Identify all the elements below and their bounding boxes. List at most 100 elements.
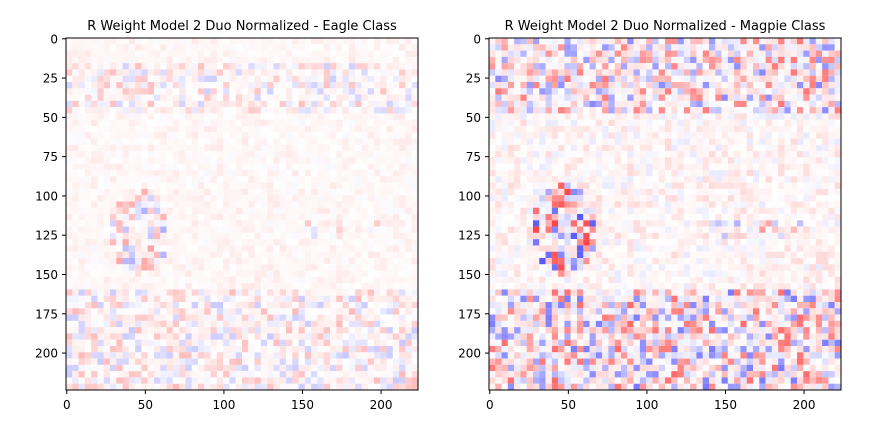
- heatmap-cell: [411, 163, 419, 171]
- heatmap-cell: [677, 214, 684, 221]
- heatmap-cell: [141, 371, 148, 378]
- heatmap-cell: [66, 88, 73, 95]
- heatmap-cell: [110, 75, 117, 83]
- heatmap-cell: [229, 333, 236, 340]
- heatmap-cell: [91, 88, 98, 95]
- heatmap-cell: [405, 63, 412, 70]
- heatmap-cell: [602, 100, 609, 108]
- heatmap-cell: [746, 170, 754, 177]
- heatmap-cell: [677, 38, 684, 45]
- heatmap-cell: [292, 245, 299, 252]
- heatmap-cell: [330, 157, 337, 164]
- heatmap-cell: [815, 151, 823, 158]
- heatmap-cell: [771, 119, 779, 127]
- heatmap-cell: [577, 163, 584, 171]
- heatmap-cell: [160, 320, 167, 328]
- heatmap-cell: [267, 176, 274, 183]
- heatmap-cell: [665, 119, 672, 127]
- heatmap-cell: [304, 113, 312, 120]
- heatmap-cell: [110, 352, 117, 359]
- heatmap-cell: [91, 188, 98, 196]
- heatmap-cell: [784, 188, 791, 196]
- heatmap-cell: [671, 144, 678, 152]
- heatmap-cell: [110, 251, 117, 259]
- heatmap-cell: [254, 126, 261, 133]
- heatmap-cell: [828, 170, 835, 177]
- heatmap-cell: [658, 107, 666, 114]
- heatmap-cell: [66, 207, 73, 215]
- heatmap-cell: [348, 232, 356, 240]
- heatmap-cell: [380, 107, 387, 114]
- heatmap-cell: [141, 151, 148, 158]
- heatmap-cell: [154, 100, 161, 108]
- heatmap-cell: [154, 207, 161, 215]
- heatmap-cell: [317, 302, 324, 309]
- heatmap-cell: [405, 176, 412, 183]
- heatmap-cell: [235, 50, 243, 57]
- heatmap-cell: [753, 119, 760, 127]
- heatmap-cell: [652, 50, 659, 57]
- heatmap-cell: [91, 339, 98, 347]
- heatmap-cell: [204, 38, 211, 45]
- heatmap-cell: [367, 151, 375, 158]
- heatmap-cell: [185, 214, 192, 221]
- heatmap-cell: [411, 364, 419, 372]
- heatmap-cell: [317, 75, 324, 83]
- heatmap-cell: [702, 56, 710, 64]
- heatmap-cell: [621, 94, 628, 101]
- heatmap-cell: [765, 138, 772, 145]
- heatmap-cell: [734, 63, 741, 70]
- heatmap-cell: [551, 38, 559, 45]
- heatmap-cell: [91, 327, 98, 334]
- heatmap-cell: [166, 258, 173, 265]
- heatmap-cell: [72, 226, 79, 233]
- heatmap-cell: [141, 75, 148, 83]
- heatmap-cell: [267, 38, 274, 45]
- heatmap-cell: [671, 69, 678, 76]
- heatmap-cell: [229, 383, 236, 391]
- heatmap-cell: [683, 38, 691, 45]
- heatmap-cell: [815, 226, 823, 233]
- heatmap-cell: [103, 352, 111, 359]
- heatmap-cell: [709, 126, 716, 133]
- chart-title: R Weight Model 2 Duo Normalized - Eagle …: [87, 19, 397, 34]
- heatmap-cell: [374, 113, 381, 120]
- heatmap-cell: [734, 56, 741, 64]
- heatmap-cell: [110, 126, 117, 133]
- heatmap-cell: [411, 151, 419, 158]
- heatmap-cell: [185, 383, 192, 391]
- heatmap-cell: [652, 170, 659, 177]
- heatmap-cell: [292, 314, 299, 321]
- heatmap-cell: [311, 383, 318, 391]
- heatmap-cell: [715, 144, 722, 152]
- heatmap-cell: [292, 188, 299, 196]
- heatmap-cell: [803, 232, 810, 240]
- heatmap-cell: [380, 195, 387, 202]
- heatmap-cell: [671, 63, 678, 70]
- heatmap-cell: [621, 163, 628, 171]
- heatmap-cell: [154, 383, 161, 391]
- heatmap-cell: [336, 176, 343, 183]
- heatmap-cell: [545, 214, 552, 221]
- heatmap-cell: [91, 283, 98, 290]
- heatmap-cell: [715, 88, 722, 95]
- heatmap-cell: [292, 251, 299, 259]
- heatmap-cell: [702, 138, 710, 145]
- heatmap-cell: [374, 82, 381, 89]
- heatmap-cell: [330, 151, 337, 158]
- heatmap-cell: [72, 364, 79, 372]
- heatmap-cell: [545, 163, 552, 171]
- heatmap-cell: [652, 75, 659, 83]
- heatmap-cell: [267, 232, 274, 240]
- heatmap-cell: [179, 163, 186, 171]
- heatmap-cell: [652, 113, 659, 120]
- heatmap-cell: [122, 226, 129, 233]
- heatmap-cell: [577, 226, 584, 233]
- heatmap-cell: [166, 320, 173, 328]
- heatmap-cell: [392, 63, 400, 70]
- heatmap-cell: [273, 201, 280, 208]
- heatmap-cell: [172, 69, 180, 76]
- heatmap-cell: [330, 195, 337, 202]
- heatmap-cell: [507, 239, 515, 246]
- heatmap-cell: [683, 239, 691, 246]
